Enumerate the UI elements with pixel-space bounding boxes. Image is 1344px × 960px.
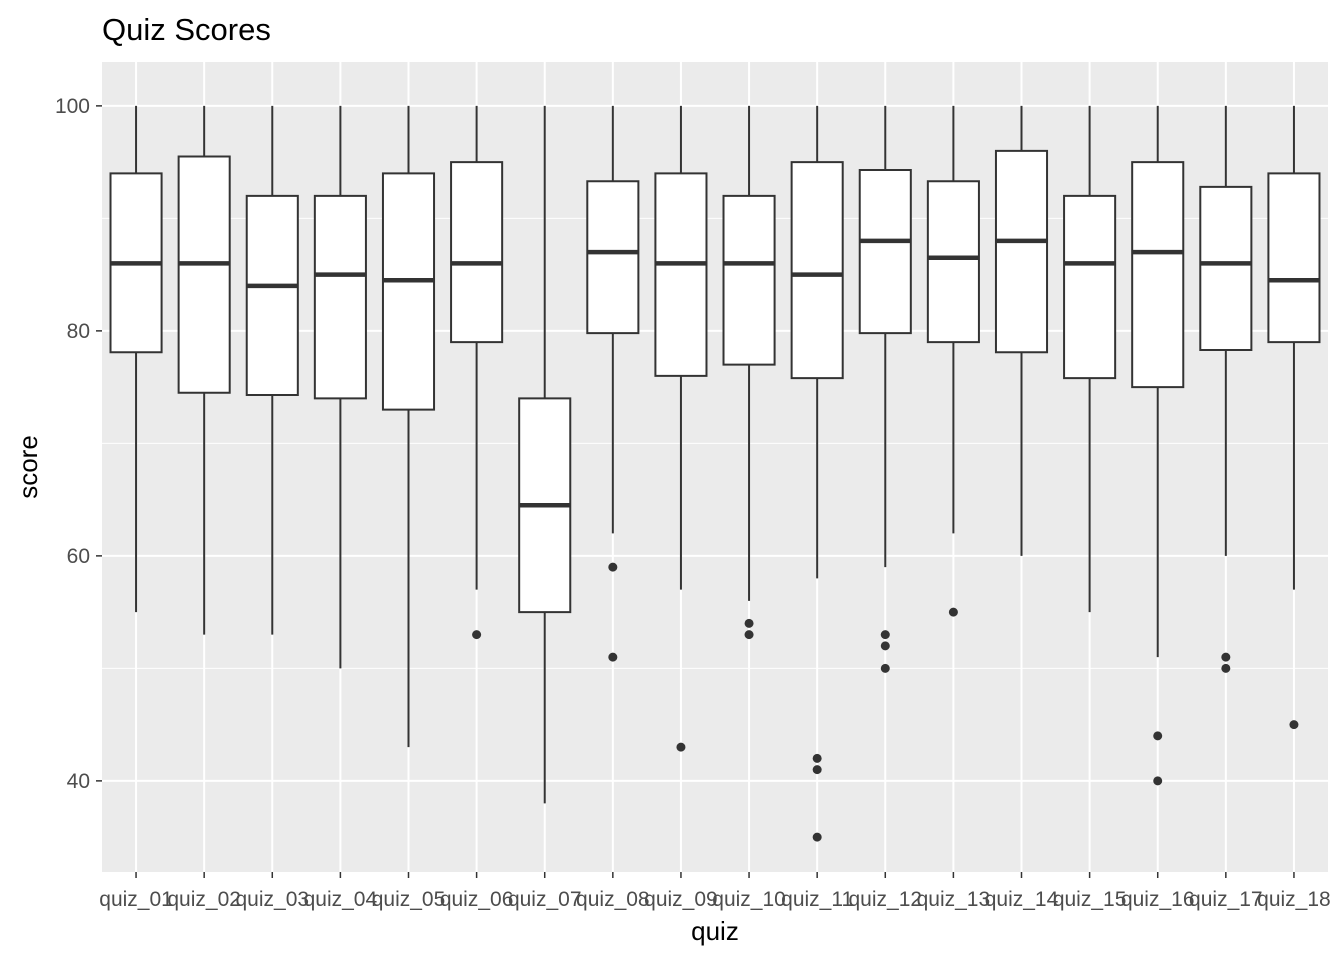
box-quiz_17	[1199, 105, 1253, 673]
outlier-point	[812, 832, 822, 842]
box-quiz_11	[790, 105, 844, 842]
x-tick-label: quiz_02	[167, 888, 241, 911]
outlier-point	[1289, 720, 1299, 730]
x-tick-label: quiz_05	[372, 888, 446, 911]
box-iqr	[586, 180, 640, 335]
x-tick-label: quiz_06	[440, 888, 514, 911]
x-tick-label: quiz_13	[917, 888, 991, 911]
x-axis-title: quiz	[691, 916, 739, 946]
box-layer	[109, 105, 1321, 842]
box-quiz_01	[109, 105, 163, 613]
chart-title: Quiz Scores	[102, 12, 271, 47]
outlier-point	[812, 765, 822, 775]
x-tick-label: quiz_04	[304, 888, 378, 911]
box-quiz_13	[926, 105, 980, 617]
outlier-point	[472, 630, 482, 640]
box-quiz_09	[654, 105, 708, 752]
y-tick-label: 100	[55, 95, 90, 118]
outlier-point	[1153, 776, 1163, 786]
outlier-point	[880, 663, 890, 673]
y-tick-label: 40	[67, 770, 90, 793]
x-tick-label: quiz_11	[781, 888, 853, 911]
x-tick-label: quiz_08	[576, 888, 650, 911]
x-tick-label: quiz_17	[1189, 888, 1263, 911]
box-quiz_16	[1131, 105, 1185, 786]
box-iqr	[926, 180, 980, 344]
y-tick-label: 60	[67, 545, 90, 568]
box-iqr	[245, 194, 299, 396]
box-quiz_06	[450, 105, 504, 640]
box-quiz_14	[994, 105, 1049, 556]
outlier-point	[676, 742, 686, 752]
box-iqr	[1199, 185, 1253, 351]
outlier-point	[744, 630, 754, 640]
y-tick-labels: 40 60 80 100	[55, 95, 102, 793]
box-quiz_03	[245, 105, 299, 635]
box-iqr	[722, 194, 776, 366]
x-tick-label: quiz_01	[99, 888, 173, 911]
x-tick-label: quiz_07	[508, 888, 582, 911]
box-iqr	[994, 149, 1049, 354]
box-quiz_07	[518, 105, 572, 804]
outlier-point	[608, 652, 618, 662]
outlier-point	[880, 630, 890, 640]
box-iqr	[381, 172, 436, 411]
box-quiz_15	[1063, 105, 1117, 613]
outlier-point	[744, 618, 754, 628]
box-quiz_08	[586, 105, 640, 662]
x-tick-label: quiz_15	[1053, 888, 1127, 911]
box-iqr	[177, 155, 231, 394]
x-tick-label: quiz_18	[1257, 888, 1331, 911]
plot-panel	[102, 62, 1328, 872]
x-tick-label: quiz_03	[235, 888, 309, 911]
outlier-point	[1221, 663, 1231, 673]
box-quiz_02	[177, 105, 231, 635]
outlier-point	[812, 753, 822, 763]
outlier-point	[948, 607, 958, 617]
outlier-point	[1221, 652, 1231, 662]
box-quiz_10	[722, 105, 776, 640]
x-tick-label: quiz_12	[848, 888, 922, 911]
box-iqr	[790, 161, 844, 380]
box-iqr	[858, 169, 912, 335]
box-iqr	[1131, 161, 1185, 389]
y-axis-title: score	[13, 435, 43, 499]
y-tick-label: 80	[67, 320, 90, 343]
x-tick-label: quiz_10	[712, 888, 786, 911]
box-quiz_04	[313, 105, 367, 669]
x-tick-label: quiz_16	[1121, 888, 1195, 911]
x-tick-labels: quiz_01quiz_02quiz_03quiz_04quiz_05quiz_…	[99, 872, 1331, 911]
box-quiz_18	[1267, 105, 1321, 730]
box-quiz_12	[858, 105, 912, 673]
outlier-point	[608, 562, 618, 572]
box-iqr	[1267, 172, 1321, 344]
box-iqr	[1063, 194, 1117, 380]
box-iqr	[654, 172, 708, 377]
outlier-point	[880, 641, 890, 651]
x-tick-label: quiz_14	[985, 888, 1059, 911]
outlier-point	[1153, 731, 1163, 741]
box-iqr	[450, 161, 504, 344]
box-quiz_05	[381, 105, 436, 748]
x-tick-label: quiz_09	[644, 888, 718, 911]
box-iqr	[313, 194, 367, 400]
